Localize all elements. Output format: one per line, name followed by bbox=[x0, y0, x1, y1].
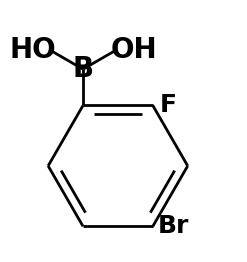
Text: HO: HO bbox=[9, 36, 56, 64]
Text: B: B bbox=[72, 55, 94, 83]
Text: Br: Br bbox=[158, 214, 189, 238]
Text: F: F bbox=[160, 94, 177, 117]
Text: OH: OH bbox=[110, 36, 157, 64]
